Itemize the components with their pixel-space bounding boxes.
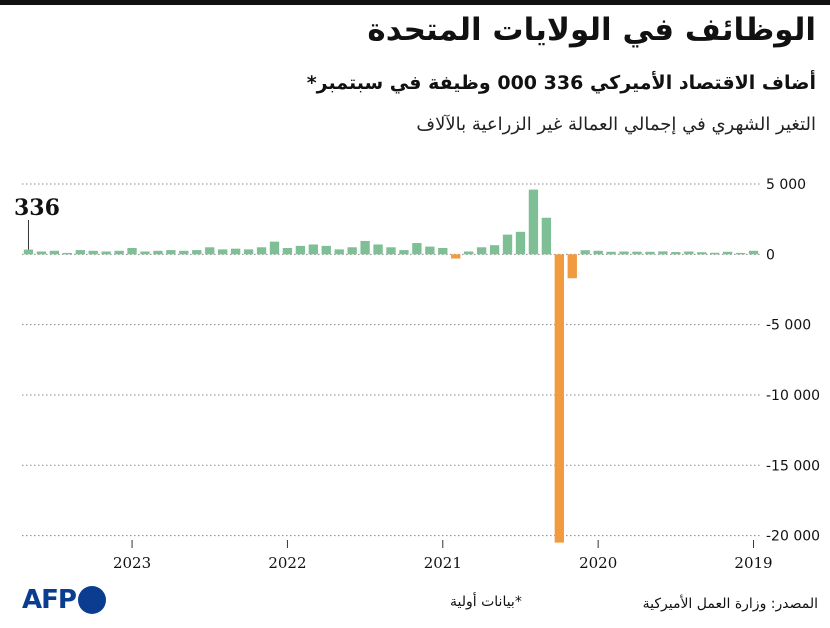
bar (619, 251, 629, 255)
bar (114, 250, 124, 255)
y-tick-label: -10 000 (766, 388, 820, 404)
logo-dot-icon (77, 586, 106, 614)
y-tick-label: -15 000 (766, 458, 820, 474)
bar (425, 246, 435, 255)
bar (75, 250, 85, 255)
bar (373, 244, 383, 255)
bar (412, 243, 422, 255)
x-tick-label: 2019 (734, 554, 772, 572)
bar (88, 250, 98, 255)
bar (735, 252, 746, 255)
preliminary-note: *بيانات أولية (450, 594, 522, 610)
bar (153, 250, 163, 255)
chart-title: الوظائف في الولايات المتحدة (367, 12, 816, 48)
bar (321, 245, 331, 255)
y-tick-label: 5 000 (766, 177, 806, 193)
bar (243, 249, 254, 255)
x-tick-label: 2020 (579, 554, 617, 572)
x-tick-label: 2021 (424, 554, 462, 572)
bar (192, 250, 202, 255)
bar (334, 249, 344, 255)
x-tick-label: 2022 (268, 554, 306, 572)
bar (645, 251, 655, 255)
bar (438, 247, 448, 255)
bar (606, 251, 616, 255)
bar (49, 250, 60, 255)
bar (528, 189, 539, 255)
bar (451, 254, 461, 259)
bar (256, 247, 267, 255)
bar (502, 234, 513, 255)
bar (464, 251, 474, 255)
bar (230, 248, 241, 255)
bar (632, 251, 642, 255)
bar (23, 249, 34, 255)
y-tick-label: -5 000 (766, 318, 811, 334)
bar-chart: 5 000 0 -5 000 -10 000 -15 000 -20 000 2019 202… (14, 177, 820, 572)
bar (722, 251, 733, 255)
bar (269, 241, 280, 255)
bar (580, 250, 590, 255)
bar (554, 254, 564, 543)
bar (308, 244, 318, 255)
bar (710, 252, 720, 255)
bar (658, 251, 668, 255)
y-tick-label: -20 000 (766, 529, 820, 545)
bar (684, 251, 694, 255)
bar (295, 245, 306, 255)
bar (567, 254, 577, 279)
bar (386, 247, 396, 255)
bar (399, 250, 409, 255)
bar (593, 250, 603, 255)
source-label: المصدر: وزارة العمل الأميركية (642, 596, 818, 612)
bar (476, 247, 487, 255)
chart-unit-label: التغير الشهري في إجمالي العمالة غير الزر… (416, 114, 816, 135)
top-rule (0, 0, 830, 5)
bar (347, 247, 357, 255)
bar (541, 217, 552, 255)
bar (140, 251, 150, 255)
bar (166, 250, 176, 255)
y-tick-label: 0 (766, 247, 775, 263)
chart-subtitle: أضاف الاقتصاد الأميركي 336 000 وظيفة في … (306, 72, 816, 94)
bar (179, 250, 189, 255)
logo-text: AFP (22, 585, 77, 615)
x-tick-label: 2023 (113, 554, 151, 572)
bar (101, 251, 111, 255)
bar (282, 247, 293, 255)
bar (515, 231, 526, 255)
bar (360, 240, 370, 255)
bar (489, 245, 500, 255)
bar (218, 249, 228, 255)
bar (127, 247, 137, 255)
highlight-label: 336 (14, 195, 60, 221)
bar (671, 252, 681, 255)
afp-logo: AFP (22, 585, 106, 615)
bar (697, 252, 707, 255)
bar (62, 252, 72, 255)
bar (36, 251, 47, 255)
bar (205, 247, 215, 255)
bar (748, 250, 759, 255)
